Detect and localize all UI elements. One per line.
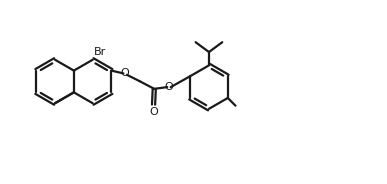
Text: O: O bbox=[120, 68, 129, 78]
Text: Br: Br bbox=[93, 47, 106, 57]
Text: O: O bbox=[149, 107, 158, 117]
Text: O: O bbox=[164, 82, 173, 92]
